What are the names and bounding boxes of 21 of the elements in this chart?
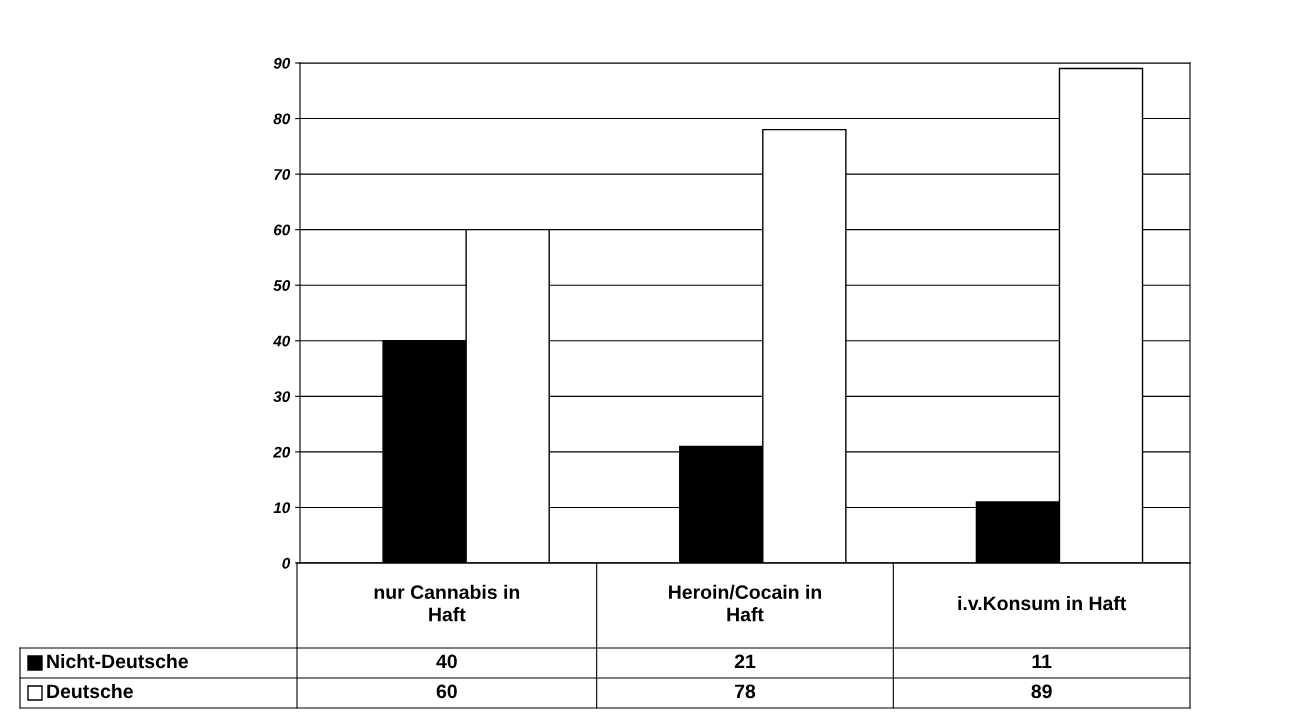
data-label: 21 xyxy=(734,654,756,669)
y-tick-label: 50 xyxy=(273,280,291,291)
y-tick-label: 60 xyxy=(274,224,291,236)
y-tick-label: 90 xyxy=(273,57,291,69)
data-label: 78 xyxy=(735,684,756,699)
y-tick-label: 30 xyxy=(273,391,291,403)
data-label: 40 xyxy=(436,654,457,669)
data-label: 89 xyxy=(1031,684,1052,699)
data-label: 60 xyxy=(436,684,457,699)
data-label: 11 xyxy=(1032,654,1052,669)
y-tick-label: 0 xyxy=(282,557,291,569)
y-tick-label: 80 xyxy=(273,113,291,125)
x-tick-label: i.v.Konsum in Haft xyxy=(958,595,1127,611)
x-tick-label: nur Cannabis in Haft xyxy=(374,584,520,622)
y-tick-label: 70 xyxy=(274,168,291,180)
legend-label: Nicht-Deutsche xyxy=(47,653,188,669)
legend-label: Deutsche xyxy=(47,683,133,699)
y-tick-label: 10 xyxy=(273,502,291,514)
y-tick-label: 20 xyxy=(273,446,291,458)
y-tick-label: 40 xyxy=(273,335,291,347)
x-tick-label: Heroin/Cocain in Haft xyxy=(669,584,822,622)
